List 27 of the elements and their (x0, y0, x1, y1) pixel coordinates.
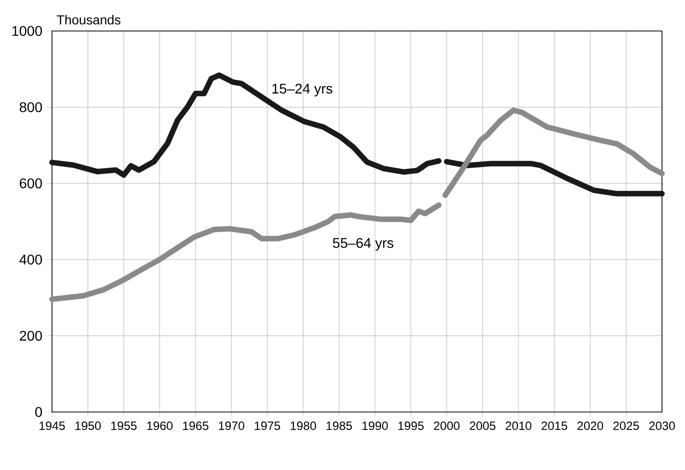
y-tick-label: 200 (20, 330, 42, 341)
x-tick-label: 1995 (398, 422, 424, 430)
x-tick-label: 1990 (362, 422, 388, 430)
x-tick-label: 1965 (183, 422, 208, 430)
y-axis-title: Thousands (56, 14, 120, 24)
x-tick-label: 2005 (470, 422, 496, 430)
x-tick-label: 2010 (506, 422, 532, 430)
y-tick-label: 400 (19, 254, 42, 265)
x-tick-label: 2025 (613, 422, 639, 430)
x-tick-label: 1955 (111, 422, 137, 430)
x-tick-label: 2030 (649, 422, 675, 430)
y-tick-label: 1000 (12, 26, 42, 36)
y-tick-label: 600 (20, 178, 42, 188)
series-label: 15–24 yrs (272, 84, 332, 96)
x-tick-label: 1975 (254, 422, 280, 430)
series-label: 55–64 yrs (332, 238, 394, 251)
x-tick-label: 1985 (326, 422, 352, 430)
x-tick-label: 2020 (577, 422, 604, 430)
x-tick-label: 1945 (40, 422, 65, 430)
x-tick-label: 1960 (147, 422, 173, 430)
x-tick-label: 1980 (290, 422, 316, 430)
y-tick-label: 0 (35, 407, 42, 417)
y-tick-label: 800 (20, 102, 42, 112)
x-tick-label: 2000 (434, 422, 460, 430)
x-tick-label: 1970 (218, 422, 244, 430)
x-tick-label: 2015 (542, 422, 568, 430)
x-tick-label: 1950 (75, 422, 101, 430)
